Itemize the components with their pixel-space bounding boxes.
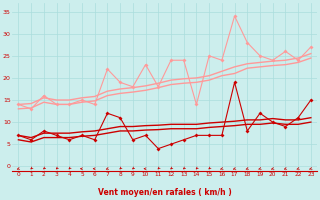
X-axis label: Vent moyen/en rafales ( km/h ): Vent moyen/en rafales ( km/h )	[98, 188, 231, 197]
